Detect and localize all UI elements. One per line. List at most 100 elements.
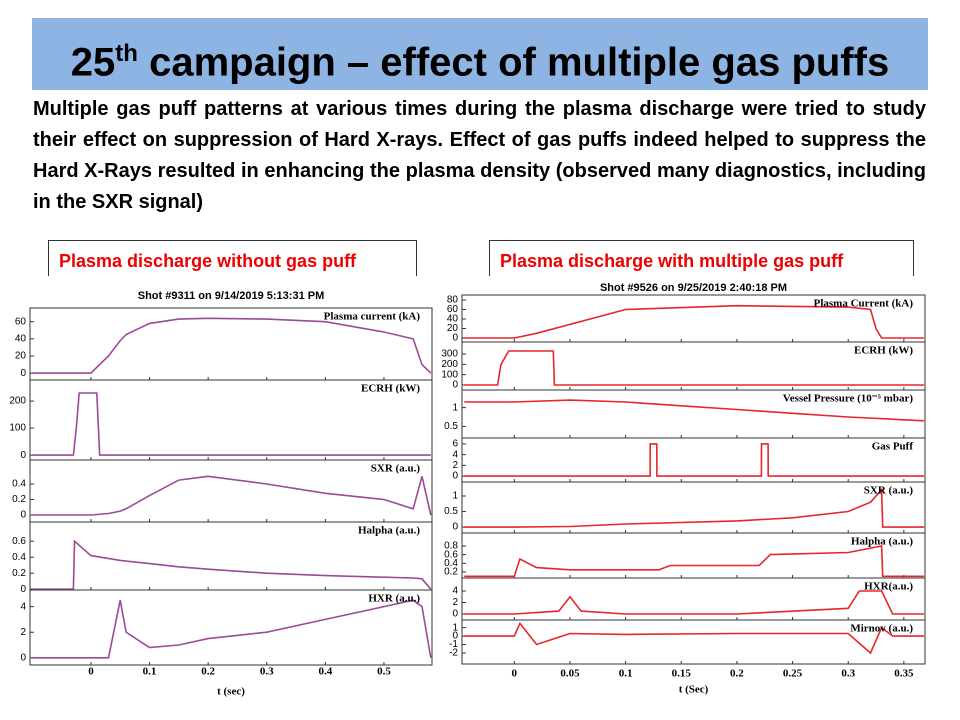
y-tick-label: 20 — [447, 323, 459, 334]
panel-label: Plasma Current (kA) — [814, 298, 914, 310]
y-tick-label: 2 — [20, 627, 26, 638]
panel-frame — [461, 341, 926, 391]
y-tick-label: 0 — [20, 510, 26, 521]
y-tick-label: 2 — [452, 460, 458, 471]
y-tick-label: 200 — [441, 359, 458, 370]
y-tick-label: 0 — [20, 584, 26, 595]
panel-label: Halpha (a.u.) — [851, 536, 913, 548]
y-tick-label: 4 — [452, 449, 458, 460]
y-tick-label: 80 — [447, 295, 459, 306]
y-tick-label: 0.2 — [444, 567, 458, 578]
y-tick-label: 40 — [15, 333, 27, 344]
title-bar: 25th campaign – effect of multiple gas p… — [32, 18, 928, 90]
y-tick-label: 0 — [452, 333, 458, 344]
panel-label: ECRH (kW) — [854, 345, 913, 357]
panel-label: SXR (a.u.) — [371, 463, 421, 475]
trace — [464, 350, 924, 386]
y-tick-label: 0.4 — [12, 552, 26, 563]
y-tick-label: 1 — [452, 402, 458, 413]
y-tick-label: 20 — [15, 351, 27, 362]
x-tick-label: 0 — [88, 666, 94, 678]
x-tick-label: 0.3 — [260, 666, 274, 678]
y-tick-label: 0 — [20, 450, 26, 461]
caption: Plasma discharge without gas puff — [48, 240, 417, 276]
title-sup: th — [115, 40, 138, 67]
y-tick-label: 0.8 — [444, 541, 458, 552]
x-tick-label: 0.05 — [560, 668, 580, 680]
caption: Plasma discharge with multiple gas puff — [489, 240, 914, 276]
y-tick-label: 0.5 — [444, 421, 458, 432]
trace — [464, 621, 924, 655]
y-tick-label: 0.5 — [444, 506, 458, 517]
x-tick-label: 0.2 — [201, 666, 215, 678]
panel-frame — [29, 589, 433, 666]
y-tick-label: 4 — [20, 601, 26, 612]
y-tick-label: 1 — [452, 622, 458, 633]
shot-title: Shot #9526 on 9/25/2019 2:40:18 PM — [600, 282, 787, 294]
y-tick-label: 6 — [452, 439, 458, 450]
x-axis-label: t (sec) — [217, 686, 245, 698]
trace — [464, 443, 924, 477]
y-tick-label: 1 — [452, 491, 458, 502]
y-tick-label: -2 — [449, 648, 458, 659]
x-tick-label: 0 — [512, 668, 518, 680]
panel-label: HXR(a.u.) — [864, 581, 913, 593]
y-tick-label: 60 — [447, 304, 459, 315]
y-tick-label: 4 — [452, 586, 458, 597]
x-tick-label: 0.1 — [143, 666, 157, 678]
y-tick-label: 60 — [15, 316, 27, 327]
y-tick-label: 40 — [447, 314, 459, 325]
panel-label: Plasma current (kA) — [324, 311, 421, 323]
panel-label: Vessel Pressure (10⁻⁵ mbar) — [783, 393, 914, 405]
y-tick-label: 0.4 — [12, 479, 26, 490]
title-text: campaign – effect of multiple gas puffs — [149, 40, 890, 85]
trace — [32, 475, 432, 516]
panel-label: ECRH (kW) — [361, 383, 420, 395]
y-tick-label: 0 — [452, 471, 458, 482]
title-number: 25 — [70, 40, 116, 85]
x-tick-label: 0.3 — [841, 668, 855, 680]
y-tick-label: 0 — [452, 522, 458, 533]
y-tick-label: 0 — [20, 652, 26, 663]
y-tick-label: 0 — [452, 631, 458, 642]
x-tick-label: 0.2 — [730, 668, 744, 680]
panel-frame — [461, 532, 926, 579]
y-tick-label: 100 — [9, 423, 26, 434]
trace — [464, 487, 924, 528]
x-axis-label: t (Sec) — [679, 684, 709, 696]
panel-frame — [461, 437, 926, 483]
panel-label: Halpha (a.u.) — [358, 525, 420, 537]
trace — [32, 539, 432, 590]
panel-label: Mirnov (a.u.) — [850, 623, 913, 635]
y-tick-label: 0.2 — [12, 494, 26, 505]
trace — [464, 545, 924, 578]
panel-label: Gas Puff — [872, 441, 914, 453]
y-tick-label: 0 — [452, 609, 458, 620]
panel-frame — [29, 459, 433, 523]
y-tick-label: 100 — [441, 369, 458, 380]
y-tick-label: 0 — [20, 368, 26, 379]
body-text: Multiple gas puff patterns at various ti… — [33, 98, 926, 213]
trace — [32, 392, 431, 456]
x-tick-label: 0.5 — [377, 666, 391, 678]
y-tick-label: 0.6 — [444, 549, 458, 560]
x-tick-label: 0.15 — [672, 668, 692, 680]
y-tick-label: 0.4 — [444, 558, 458, 569]
panel-frame — [461, 294, 926, 343]
trace — [464, 590, 924, 615]
trace — [32, 599, 432, 659]
x-tick-label: 0.4 — [318, 666, 332, 678]
y-tick-label: 300 — [441, 349, 458, 360]
panel-frame — [461, 389, 926, 439]
y-tick-label: 0.2 — [12, 568, 26, 579]
trace — [464, 304, 924, 339]
x-tick-label: 0.1 — [619, 668, 633, 680]
y-tick-label: 0 — [452, 380, 458, 391]
shot-title: Shot #9311 on 9/14/2019 5:13:31 PM — [138, 290, 325, 302]
panel-label: SXR (a.u.) — [864, 485, 914, 497]
panel-frame — [461, 619, 926, 665]
x-tick-label: 0.35 — [894, 668, 914, 680]
y-tick-label: 0.6 — [12, 536, 26, 547]
